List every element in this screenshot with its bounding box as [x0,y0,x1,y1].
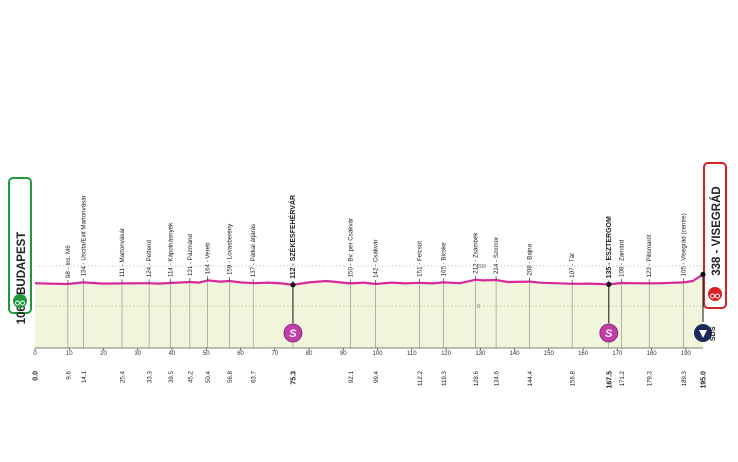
point-km-label: 33.3 [147,370,154,383]
x-tick-label: 60 [237,351,244,357]
point-km-label: 99.4 [373,370,380,383]
point-label: 112 - SZÉKESFEHÉRVÁR [288,195,297,279]
start-bike-icon [13,294,27,308]
point-label: 131 - Pázmánd [187,233,194,276]
sprint-badge-letter: S [605,328,613,340]
point-label: 208 - Bajna [527,243,534,275]
point-km-label: 167.5 [606,371,613,389]
x-tick-label: 120 [441,351,452,357]
point-label: 142 - Csákvár [373,239,380,278]
point-km-label: 50.4 [205,370,212,383]
point-km-label: 128.6 [473,370,480,386]
point-label: 165 - Bicske [441,242,448,277]
point-label: 150 - Bv. per Csákvár [348,218,355,277]
point-km-label: 25.4 [120,370,127,383]
x-tick-label: 190 [681,351,692,357]
x-tick-label: 140 [510,351,521,357]
x-tick-label: 50 [203,351,210,357]
point-km-label: 45.2 [187,370,194,383]
profile-line [34,273,704,286]
point-label: 135 - ESZTERGOM [606,216,613,278]
x-tick-label: 170 [612,351,623,357]
point-km-label: 119.3 [441,370,448,386]
point-km-label: 179.3 [647,370,654,386]
start-bike-wheel [15,300,20,306]
sprint-badge-letter: S [289,328,297,340]
point-km-label: 112.2 [417,370,424,386]
x-tick-label: 80 [306,351,313,357]
point-km-label: 63.7 [251,370,258,383]
point-km-label: 144.4 [527,370,534,386]
point-km-label: 39.5 [168,370,175,383]
point-label: 98 - Ins. M6 [65,245,72,278]
x-tick-label: 130 [475,351,486,357]
altitude-tick-label: 0 [477,304,480,310]
x-tick-label: 110 [407,351,417,357]
finish-bike-wheel [710,293,715,299]
point-km-label: 189.3 [681,370,688,386]
point-km-label: 75.3 [290,371,297,385]
point-km-label: 9.6 [65,370,72,379]
x-tick-label: 20 [100,351,107,357]
x-tick-label: 160 [578,351,589,357]
x-tick-label: 100 [373,351,384,357]
point-label: 114 - Kápolnásnyék [167,222,174,277]
point-label: 134 - Uscita/Exit Martonvásár [80,195,87,276]
x-tick-label: 30 [134,351,141,357]
start-km-label: 0.0 [33,371,40,381]
x-tick-label: 0 [33,351,37,357]
start-box [8,177,32,314]
x-tick-label: 70 [271,351,278,357]
point-label-layer: 98 - Ins. M6 9.6 134 - Uscita/Exit Martonv… [33,195,708,389]
point-label: 124 - Pettend [146,239,153,277]
altitude-tick-label: 200 [477,264,486,270]
x-tick-label: 180 [647,351,658,357]
point-label: 159 - Lovasberény [227,223,234,275]
x-tick-label: 90 [340,351,347,357]
point-label: 105 - Visegrád (centre) [680,213,687,276]
point-label: 107 - Tát [569,253,576,278]
finish-label: 338 - VISEGRÁD [710,186,723,275]
x-axis-layer: 0 10 20 30 40 50 60 70 80 90 100 110 120 130 140 150 160… [33,347,703,357]
point-label: 123 - Pilismarót [646,234,653,277]
point-km-label: 134.6 [494,370,501,386]
point-km-label: 14.1 [81,370,88,383]
start-label: 106 - BUDAPEST [16,232,28,325]
finish-bike-wheel [715,293,720,299]
sds-arrow-icon [699,330,707,338]
x-tick-label: 10 [66,351,73,357]
sprint-badge [599,323,619,343]
point-km-label: 56.8 [227,370,234,383]
sprint-badge [283,323,303,343]
sds-label: SDS [710,326,717,341]
finish-km-label: 195.0 [701,371,708,389]
point-label: 164 - Vereb [205,242,212,275]
point-km-label: 171.2 [619,370,626,386]
point-label: 111 - Martonvásár [119,228,126,277]
profile-fill [35,274,703,348]
endpoint-layer: 106 - BUDAPEST 338 - VISEGRÁD SDS [8,162,727,342]
point-label: 212 - Zsámbék [473,232,480,274]
finish-bike-icon [708,287,722,301]
x-tick-label: 150 [544,351,555,357]
start-bike-wheel [20,300,25,306]
point-label: 137 - Pátkai átjárás [250,224,257,277]
point-km-label: 156.8 [570,370,577,386]
x-tick-label: 40 [169,351,176,357]
point-label: 108 - Zamárd [618,239,625,277]
point-km-label: 92.1 [348,370,355,383]
point-label: 151 - Felcsút [416,241,423,277]
finish-box [703,162,727,309]
point-label: 214 - Szomor [493,237,500,274]
